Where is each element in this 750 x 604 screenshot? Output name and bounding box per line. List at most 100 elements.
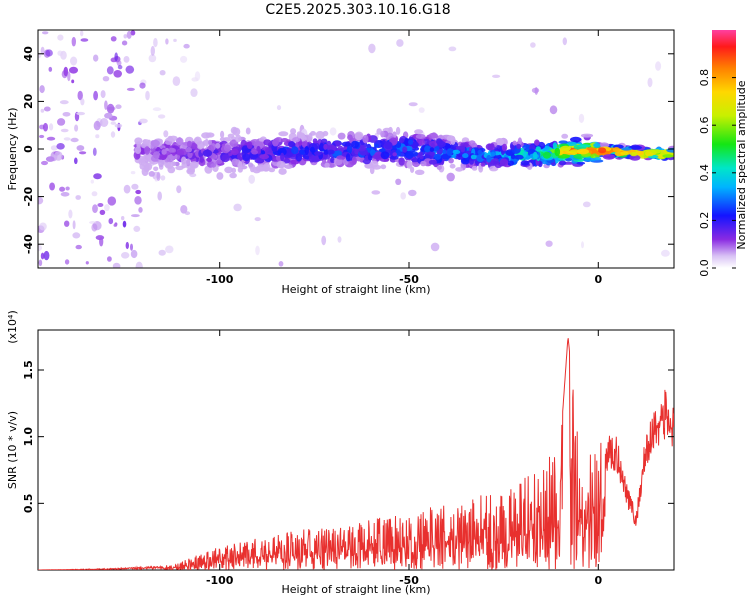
- heatmap-cell: [477, 149, 483, 155]
- heatmap-cell: [210, 163, 217, 168]
- heatmap-cell: [190, 88, 198, 97]
- heatmap-cell: [612, 147, 621, 153]
- heatmap-y-tick-label: 20: [22, 93, 35, 109]
- heatmap-cell: [125, 65, 135, 74]
- heatmap-cell: [582, 157, 597, 162]
- heatmap-cell: [278, 131, 289, 137]
- heatmap-cell: [93, 90, 98, 101]
- heatmap-cell: [374, 143, 380, 148]
- heatmap-cell: [89, 221, 97, 224]
- heatmap-cell: [173, 38, 177, 43]
- heatmap-cell: [41, 160, 48, 166]
- heatmap-cell: [419, 139, 425, 146]
- heatmap-cell: [138, 207, 143, 213]
- heatmap-cell: [157, 114, 166, 119]
- heatmap-axes: -100 -50 0 -40 -20 0 20 40: [22, 30, 674, 286]
- heatmap-cell: [501, 143, 508, 152]
- heatmap-cell: [354, 148, 359, 155]
- heatmap-cell: [292, 137, 301, 143]
- heatmap-cell: [161, 149, 167, 155]
- heatmap-cell: [552, 142, 558, 150]
- heatmap-cell: [449, 163, 456, 169]
- heatmap-cell: [106, 66, 114, 75]
- heatmap-cell: [246, 141, 253, 149]
- heatmap-cell: [395, 178, 402, 185]
- heatmap-cell: [93, 54, 99, 62]
- snr-y-tick-label: 1.0: [22, 427, 35, 447]
- heatmap-cell: [542, 151, 552, 159]
- heatmap-cell: [655, 61, 662, 71]
- heatmap-cell: [114, 123, 123, 128]
- heatmap-x-tick-label: -50: [399, 273, 419, 286]
- heatmap-cell: [490, 158, 500, 165]
- heatmap-cell: [123, 184, 131, 194]
- heatmap-cell: [229, 172, 237, 179]
- heatmap-cell: [291, 146, 299, 155]
- heatmap-cell: [312, 138, 318, 144]
- colorbar-tick-label: 0.2: [698, 212, 711, 230]
- heatmap-cell: [561, 133, 569, 139]
- heatmap-cell: [272, 139, 279, 147]
- heatmap-cell: [531, 87, 540, 94]
- heatmap-cell: [307, 151, 312, 157]
- snr-scale-label: (x10⁴): [6, 310, 19, 344]
- heatmap-cell: [345, 153, 351, 162]
- heatmap-cell: [216, 159, 223, 164]
- heatmap-cell: [185, 147, 192, 153]
- heatmap-cell: [430, 242, 440, 252]
- heatmap-cell: [323, 150, 329, 155]
- heatmap-cell: [145, 90, 150, 101]
- heatmap-cell: [112, 262, 121, 268]
- heatmap-cell: [662, 154, 674, 158]
- heatmap-cell: [175, 137, 184, 146]
- heatmap-cell: [446, 135, 455, 142]
- heatmap-cell: [558, 140, 568, 144]
- heatmap-cell: [40, 46, 45, 55]
- heatmap-cell: [196, 140, 205, 150]
- heatmap-cell: [75, 244, 82, 250]
- heatmap-cell: [535, 146, 541, 152]
- snr-x-axis-title: Height of straight line (km): [281, 583, 430, 596]
- snr-axes: -100 -50 0 0.5 1.0 1.5: [22, 330, 674, 587]
- heatmap-cell: [389, 155, 399, 160]
- heatmap-cell: [72, 220, 76, 230]
- heatmap-cell: [372, 164, 382, 170]
- heatmap-cell: [95, 134, 100, 139]
- heatmap-cell: [148, 54, 157, 63]
- heatmap-cell: [71, 36, 77, 47]
- heatmap-cell: [411, 158, 419, 163]
- heatmap-cell: [50, 145, 58, 151]
- heatmap-cell: [448, 157, 454, 164]
- snr-y-tick-label: 1.5: [22, 360, 35, 380]
- heatmap-cell: [235, 134, 242, 143]
- heatmap-cell: [121, 252, 130, 259]
- heatmap-cell: [74, 157, 78, 165]
- heatmap-cell: [577, 144, 591, 148]
- heatmap-cell: [60, 192, 70, 197]
- heatmap-cell: [205, 132, 215, 138]
- heatmap-cell: [158, 249, 166, 256]
- heatmap-cell: [56, 143, 65, 150]
- heatmap-cell: [232, 127, 241, 136]
- heatmap-cell: [123, 56, 130, 63]
- heatmap-cell: [582, 201, 591, 208]
- heatmap-cell: [446, 148, 453, 156]
- heatmap-x-tick-label: 0: [594, 273, 602, 286]
- heatmap-cell: [367, 154, 373, 161]
- heatmap-cell: [297, 132, 306, 139]
- heatmap-cell: [398, 157, 406, 166]
- heatmap-cell: [392, 152, 398, 157]
- heatmap-cell: [351, 156, 357, 164]
- heatmap-cell: [175, 165, 184, 171]
- heatmap-cell: [629, 154, 641, 161]
- heatmap-cell: [71, 79, 75, 84]
- heatmap-cell: [67, 71, 71, 82]
- heatmap-cell: [495, 163, 502, 168]
- snr-frame: [37, 329, 675, 571]
- heatmap-cell: [220, 130, 225, 139]
- heatmap-cell: [110, 121, 117, 125]
- heatmap-cell: [107, 256, 112, 262]
- snr-series-line: [38, 338, 674, 570]
- heatmap-cell: [43, 250, 50, 261]
- heatmap-cell: [224, 166, 234, 174]
